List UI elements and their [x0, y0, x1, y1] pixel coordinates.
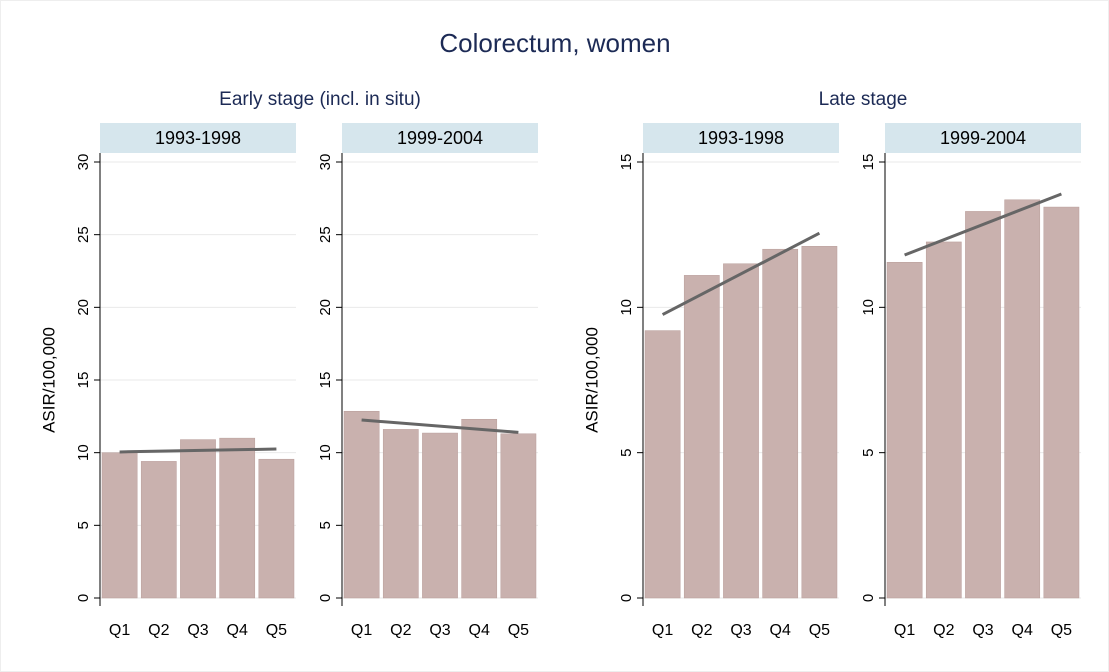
bar	[801, 246, 838, 599]
bar	[1043, 206, 1080, 599]
bar	[343, 410, 380, 599]
x-tick-label: Q5	[809, 622, 830, 639]
bar	[140, 461, 177, 599]
y-tick-label: 20	[317, 299, 334, 316]
x-tick-label: Q2	[390, 622, 411, 639]
y-tick-label: 0	[75, 594, 92, 602]
panel-subtitle: 1999-2004	[397, 128, 483, 148]
y-tick-label: 10	[75, 444, 92, 461]
bar	[180, 439, 216, 599]
y-tick-label: 15	[618, 154, 635, 171]
x-tick-label: Q3	[187, 622, 208, 639]
trend-line	[119, 447, 277, 454]
bar	[965, 211, 1001, 599]
trend-line	[904, 192, 1062, 257]
y-tick-label: 20	[75, 299, 92, 316]
y-tick-label: 5	[618, 448, 635, 456]
bar	[925, 241, 962, 599]
trend-line	[661, 231, 821, 316]
x-tick-label: Q5	[1051, 622, 1072, 639]
bar	[886, 262, 923, 599]
bar	[723, 263, 759, 599]
panel-subtitle: 1999-2004	[940, 128, 1026, 148]
bar	[422, 432, 458, 599]
strip	[100, 123, 296, 153]
y-tick-label: 30	[317, 154, 334, 171]
y-tick-label: 0	[860, 594, 877, 602]
bar	[683, 275, 720, 599]
trend-line	[361, 418, 519, 434]
x-tick-label: Q3	[730, 622, 751, 639]
y-tick-label: 5	[860, 448, 877, 456]
y-axis-label: ASIR/100,000	[582, 327, 601, 433]
x-tick-label: Q1	[109, 622, 130, 639]
x-tick-label: Q2	[933, 622, 954, 639]
strip	[643, 123, 839, 153]
y-tick-label: 15	[860, 154, 877, 171]
y-tick-label: 0	[618, 594, 635, 602]
panel-subtitle: 1993-1998	[698, 128, 784, 148]
bar	[762, 248, 799, 599]
x-tick-label: Q1	[351, 622, 372, 639]
group-title: Late stage	[819, 89, 908, 110]
x-tick-label: Q2	[691, 622, 712, 639]
strip	[342, 123, 538, 153]
y-tick-label: 10	[618, 299, 635, 316]
x-tick-label: Q1	[652, 622, 673, 639]
figure-title: Colorectum, women	[439, 28, 670, 58]
y-tick-label: 15	[75, 372, 92, 389]
x-tick-label: Q2	[148, 622, 169, 639]
y-tick-label: 15	[317, 372, 334, 389]
x-tick-label: Q5	[508, 622, 529, 639]
y-tick-label: 10	[860, 299, 877, 316]
x-tick-label: Q3	[429, 622, 450, 639]
y-tick-label: 25	[75, 226, 92, 243]
x-tick-label: Q5	[266, 622, 287, 639]
bar	[500, 433, 537, 599]
bar	[461, 418, 498, 599]
y-tick-label: 25	[317, 226, 334, 243]
y-axis-label: ASIR/100,000	[39, 327, 58, 433]
x-tick-label: Q1	[894, 622, 915, 639]
y-tick-label: 0	[317, 594, 334, 602]
y-tick-label: 30	[75, 154, 92, 171]
bar	[1004, 199, 1041, 599]
x-tick-label: Q4	[770, 622, 791, 639]
x-tick-label: Q4	[227, 622, 248, 639]
panel-subtitle: 1993-1998	[155, 128, 241, 148]
strip	[885, 123, 1081, 153]
y-tick-label: 10	[317, 444, 334, 461]
bar	[382, 429, 419, 599]
bar	[219, 437, 256, 599]
y-tick-label: 5	[317, 521, 334, 529]
bar	[258, 458, 295, 599]
x-tick-label: Q4	[469, 622, 490, 639]
bar	[101, 452, 138, 599]
y-tick-label: 5	[75, 521, 92, 529]
x-tick-label: Q4	[1012, 622, 1033, 639]
group-title: Early stage (incl. in situ)	[219, 89, 421, 110]
x-tick-label: Q3	[972, 622, 993, 639]
bar	[644, 330, 681, 599]
